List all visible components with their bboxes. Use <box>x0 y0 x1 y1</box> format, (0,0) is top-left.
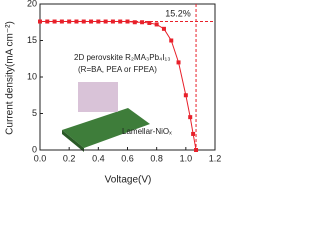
data-point <box>103 19 108 24</box>
inset-subtitle: (R=BA, PEA or FPEA) <box>78 65 157 74</box>
data-point <box>59 19 64 24</box>
x-tick-label: 0.6 <box>121 153 134 163</box>
x-tick-label: 1.2 <box>209 153 222 163</box>
data-point <box>125 19 130 24</box>
x-tick-label: 0.0 <box>34 153 47 163</box>
data-point <box>52 19 57 24</box>
data-point <box>154 22 159 27</box>
efficiency-label: 15.2% <box>165 8 191 18</box>
data-point <box>191 131 196 136</box>
chart: 2D perovskite R₂MA₃Pb₄I₁₃ (R=BA, PEA or … <box>5 0 222 186</box>
x-tick-label: 0.2 <box>63 153 76 163</box>
x-tick-label: 0.8 <box>150 153 163 163</box>
page: {"chart_data": {"type": "line", "xlabel"… <box>4 0 222 186</box>
data-point <box>96 19 101 24</box>
data-point <box>188 115 193 120</box>
x-tick-label: 1.0 <box>180 153 193 163</box>
data-point <box>74 19 79 24</box>
data-point <box>81 19 86 24</box>
y-tick-label: 10 <box>27 71 37 81</box>
data-point <box>194 148 199 152</box>
y-tick-label: 0 <box>32 144 37 154</box>
data-point <box>89 19 94 24</box>
data-point <box>176 60 181 65</box>
x-tick-label: 0.4 <box>92 153 105 163</box>
data-point <box>140 20 145 25</box>
data-point <box>45 19 50 24</box>
data-point <box>132 20 137 25</box>
data-point <box>67 19 72 24</box>
data-point <box>118 19 123 24</box>
inset-label: Lamellar-NiOₓ <box>122 127 172 136</box>
data-point <box>183 93 188 98</box>
y-tick-label: 5 <box>32 108 37 118</box>
data-point <box>38 19 42 24</box>
x-axis-title: Voltage(V) <box>105 175 152 186</box>
inset-illustration <box>62 82 150 152</box>
data-point <box>169 38 174 43</box>
data-point <box>161 26 166 31</box>
y-tick-label: 20 <box>27 0 37 8</box>
data-point <box>110 19 115 24</box>
y-tick-label: 15 <box>27 35 37 45</box>
y-axis-title: Current density(mA cm⁻²) <box>5 21 16 135</box>
inset-title: 2D perovskite R₂MA₃Pb₄I₁₃ <box>74 53 171 62</box>
data-point <box>147 20 152 25</box>
